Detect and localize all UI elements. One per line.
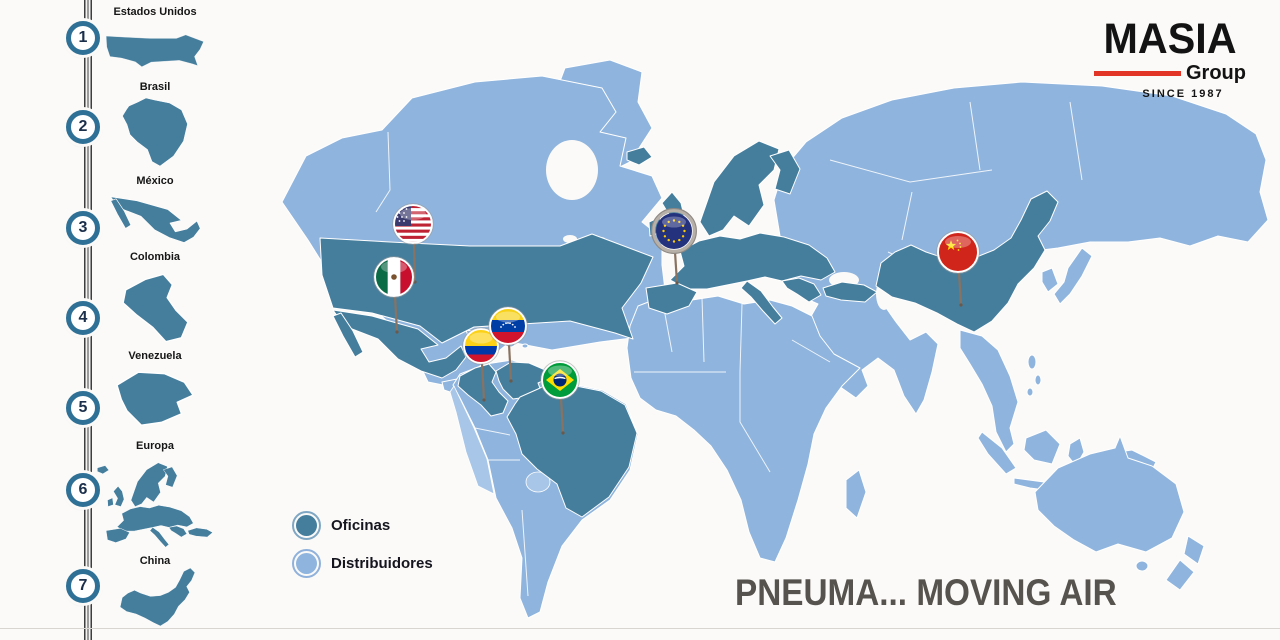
timeline-number-1: 1 [66,21,100,55]
usa-flag-pin [392,203,434,284]
island-sumatra [977,431,1017,475]
island-philippines [1034,374,1042,386]
island-puerto-rico [521,343,529,349]
thumb-colombia-map [122,273,189,343]
china-flag-pin [936,230,980,307]
island-new-zealand-north [1183,535,1205,565]
map-legend: Oficinas Distribuidores [292,511,433,587]
south-america-borders [474,427,529,597]
island-philippines [1027,354,1037,370]
timeline-number-6: 6 [66,473,100,507]
legend-item-offices: Oficinas [292,511,433,540]
footer-divider-line [0,628,1280,629]
timeline-number-4: 4 [66,301,100,335]
island-new-zealand-south [1165,559,1195,591]
island-japan [1053,247,1093,305]
thumb-mexico-map [110,196,201,243]
brazil-flag-pin [540,360,580,435]
number-label: 5 [78,399,88,416]
thumb-china-map [119,567,196,627]
africa-borders [634,297,831,473]
legend-label: Distribuidores [331,555,433,572]
number-label: 4 [78,309,88,326]
logo-subtitle: Group [1186,62,1246,84]
legend-label: Oficinas [331,517,391,534]
sidebar-label-venezuela: Venezuela [128,350,182,362]
venezuela-flag-pin [488,306,528,383]
island-philippines [1026,387,1034,397]
masia-group-logo: MASIA Group SINCE 1987 [1094,18,1246,100]
distributor-marker-icon [292,549,321,578]
sidebar-label-estados-unidos: Estados Unidos [113,6,197,18]
island-madagascar [845,469,867,519]
number-label: 1 [78,29,88,46]
number-label: 6 [78,481,88,498]
colombia-flag-pin [462,327,500,402]
country-paraguay [525,471,551,493]
country-peru [449,385,495,495]
sidebar-label-brasil: Brasil [139,81,171,93]
landmass-indochina [959,329,1019,453]
logo-red-line [1094,71,1181,76]
timeline-number-7: 7 [66,569,100,603]
sidebar-label-mexico: México [136,175,174,187]
timeline-number-3: 3 [66,211,100,245]
logo-since: SINCE 1987 [1142,88,1224,100]
landmass-africa [626,295,861,563]
tagline: PNEUMA... MOVING AIR [735,572,1117,613]
number-label: 2 [78,118,88,135]
thumb-europe-map [97,462,213,548]
number-label: 3 [78,219,88,236]
hudson-bay [546,140,598,200]
sidebar-label-colombia: Colombia [129,251,181,263]
legend-item-distributors: Distribuidores [292,549,433,578]
mexico-flag-pin [373,256,415,334]
thumb-venezuela-map [116,371,194,426]
sidebar-label-europa: Europa [136,440,174,452]
canada-border-line [375,131,391,213]
asia-borders [829,101,1083,273]
peninsula-korea [1041,267,1059,293]
eu-flag-pin [651,208,697,285]
island-borneo [1023,429,1061,465]
island-tasmania [1135,560,1149,572]
number-label: 7 [78,577,88,594]
sidebar-label-china: China [139,555,171,567]
world-map [281,59,1269,619]
logo-title: MASIA [1103,15,1237,63]
thumb-usa-map [106,34,204,67]
office-marker-icon [292,511,321,540]
timeline-number-5: 5 [66,391,100,425]
thumb-brazil-map [122,97,188,167]
landmass-australia [1034,435,1185,553]
timeline-number-2: 2 [66,110,100,144]
